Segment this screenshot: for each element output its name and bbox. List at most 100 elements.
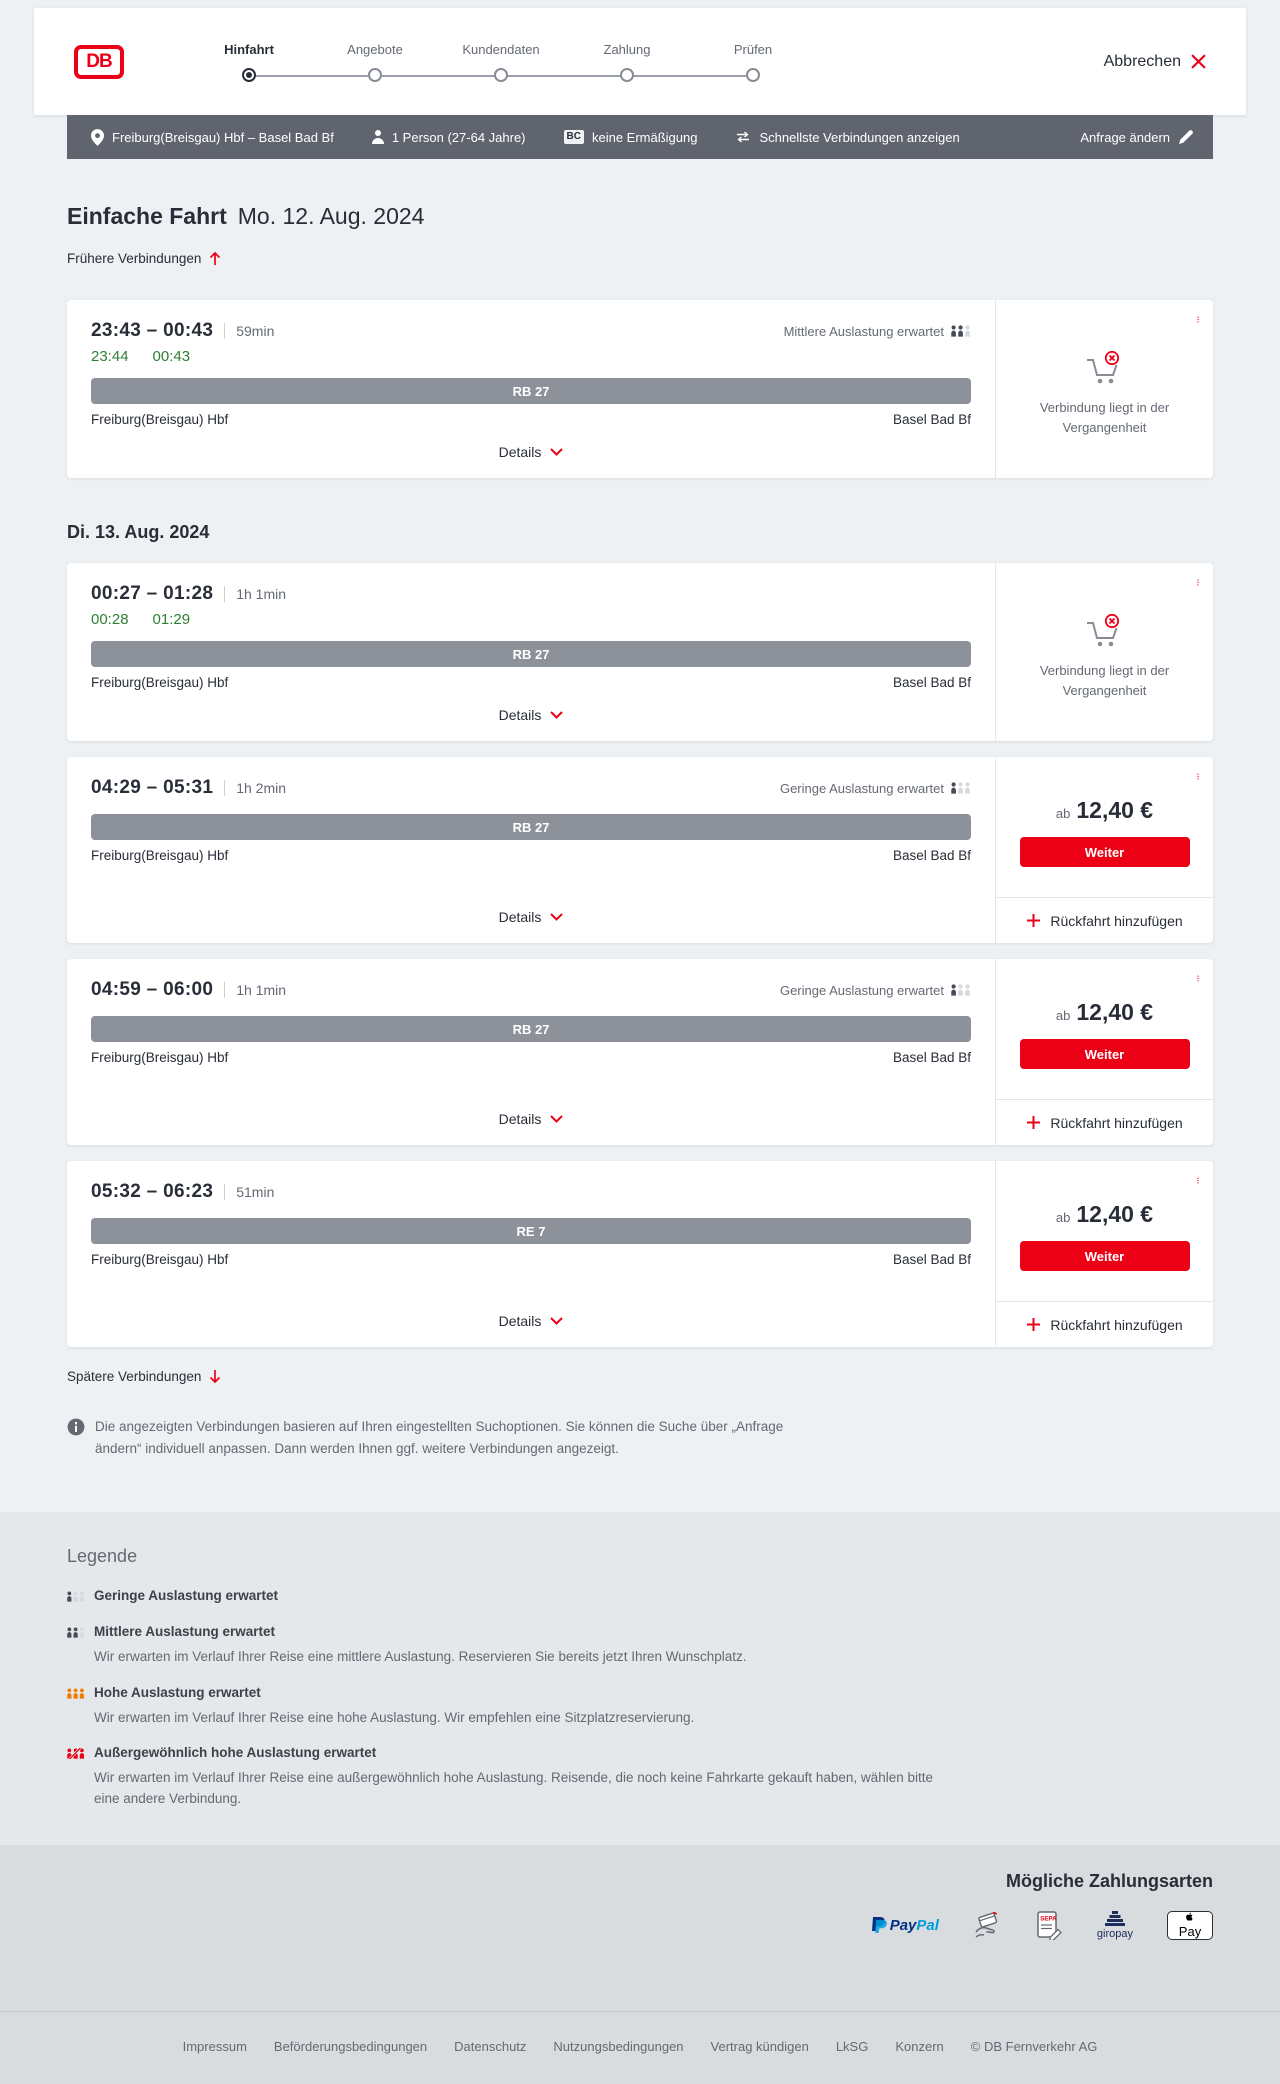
step-label: Hinfahrt xyxy=(224,41,274,57)
step-dot xyxy=(746,67,760,82)
step-zahlung[interactable]: Zahlung xyxy=(564,42,690,82)
add-return-label: Rückfahrt hinzufügen xyxy=(1050,1114,1183,1131)
connection-times: 00:27 – 01:28 xyxy=(91,583,214,604)
kebab-menu-button[interactable] xyxy=(1195,767,1201,786)
footer-link-konzern[interactable]: Konzern xyxy=(895,2039,944,2055)
connection-side-panel: ab 12,40 € Weiter Rückfahrt hinzufügen xyxy=(995,1161,1213,1347)
origin-station: Freiburg(Breisgau) Hbf xyxy=(91,848,229,863)
realtime-departure: 00:28 xyxy=(91,611,129,628)
info-icon xyxy=(67,1418,85,1436)
past-connection-note: Verbindung liegt in der Vergangenheit xyxy=(1039,400,1170,435)
connection-duration: 1h 1min xyxy=(236,982,287,998)
continue-button[interactable]: Weiter xyxy=(1019,1039,1190,1069)
details-label: Details xyxy=(498,909,542,925)
separator xyxy=(224,586,226,602)
later-connections-link[interactable]: Spätere Verbindungen xyxy=(67,1369,221,1384)
realtime-arrival: 01:29 xyxy=(152,611,191,628)
price-panel: ab 12,40 € Weiter xyxy=(996,959,1213,1099)
step-dot xyxy=(494,67,508,82)
legend-description: Wir erwarten im Verlauf Ihrer Reise eine… xyxy=(94,1649,747,1665)
connection-times: 05:32 – 06:23 xyxy=(91,1181,214,1202)
origin-station: Freiburg(Breisgau) Hbf xyxy=(91,1050,229,1065)
connection-main: 04:29 – 05:31 1h 2min Geringe Auslastung… xyxy=(67,757,995,943)
kebab-menu-button[interactable] xyxy=(1195,310,1201,329)
add-return-button[interactable]: Rückfahrt hinzufügen xyxy=(996,1099,1213,1145)
legend-item: Mittlere Auslastung erwartet Wir erwarte… xyxy=(67,1623,1213,1667)
plus-icon xyxy=(1027,1116,1041,1129)
connection-side-panel: Verbindung liegt in der Vergangenheit xyxy=(995,300,1213,478)
footer-link-datenschutz[interactable]: Datenschutz xyxy=(454,2039,527,2055)
chevron-down-icon xyxy=(550,1115,564,1123)
train-segment-bar: RE 7 xyxy=(91,1218,971,1244)
connection-side-panel: ab 12,40 € Weiter Rückfahrt hinzufügen xyxy=(995,757,1213,943)
paypal-word-2: Pal xyxy=(916,1916,939,1934)
connection-main: 05:32 – 06:23 51min RE 7 Freiburg(Breisg… xyxy=(67,1161,995,1347)
step-pruefen[interactable]: Prüfen xyxy=(690,42,816,82)
connection-side-panel: ab 12,40 € Weiter Rückfahrt hinzufügen xyxy=(995,959,1213,1145)
add-return-button[interactable]: Rückfahrt hinzufügen xyxy=(996,897,1213,943)
sort-toggle[interactable]: Schnellste Verbindungen anzeigen xyxy=(735,130,960,145)
step-kundendaten[interactable]: Kundendaten xyxy=(438,42,564,82)
earlier-connections-link[interactable]: Frühere Verbindungen xyxy=(67,251,221,266)
details-label: Details xyxy=(498,444,542,460)
add-return-label: Rückfahrt hinzufügen xyxy=(1050,912,1183,929)
step-label: Zahlung xyxy=(603,41,651,57)
add-return-button[interactable]: Rückfahrt hinzufügen xyxy=(996,1301,1213,1347)
cancel-button[interactable]: Abbrechen xyxy=(1104,53,1206,71)
edit-request-label: Anfrage ändern xyxy=(1080,129,1170,145)
train-label: RB 27 xyxy=(512,1021,550,1037)
footer-link-befoerderungsbedingungen[interactable]: Beförderungsbedingungen xyxy=(273,2039,428,2055)
route-text: Freiburg(Breisgau) Hbf – Basel Bad Bf xyxy=(112,129,334,145)
separator xyxy=(224,982,226,998)
legend-label: Geringe Auslastung erwartet xyxy=(94,1588,279,1604)
discount-text: keine Ermäßigung xyxy=(591,129,698,145)
connection-duration: 1h 1min xyxy=(236,586,287,602)
details-toggle[interactable]: Details xyxy=(499,1111,564,1131)
footer-link-vertrag-kuendigen[interactable]: Vertrag kündigen xyxy=(710,2039,809,2055)
train-label: RB 27 xyxy=(512,383,550,399)
price-panel: ab 12,40 € Weiter xyxy=(996,1161,1213,1301)
plus-icon xyxy=(1027,1318,1041,1331)
details-toggle[interactable]: Details xyxy=(499,1313,564,1333)
close-icon xyxy=(1191,54,1206,69)
wizard-header: DB Hinfahrt Angebote Kundendaten Zahlung xyxy=(34,8,1246,115)
step-hinfahrt[interactable]: Hinfahrt xyxy=(186,42,312,82)
footer-link-nutzungsbedingungen[interactable]: Nutzungsbedingungen xyxy=(553,2039,684,2055)
person-icon xyxy=(371,130,384,144)
destination-station: Basel Bad Bf xyxy=(892,1050,971,1065)
step-label: Prüfen xyxy=(733,41,773,57)
footer-link-lksg[interactable]: LkSG xyxy=(835,2039,869,2055)
past-connection-note: Verbindung liegt in der Vergangenheit xyxy=(1039,663,1170,698)
train-segment-bar: RB 27 xyxy=(91,814,971,840)
cancel-label: Abbrechen xyxy=(1103,52,1181,70)
paypal-word-1: Pay xyxy=(889,1916,917,1934)
giropay-pillar-icon xyxy=(1104,1910,1125,1926)
legend-description: Wir erwarten im Verlauf Ihrer Reise eine… xyxy=(94,1770,933,1806)
kebab-menu-button[interactable] xyxy=(1195,1171,1201,1190)
edit-request-button[interactable]: Anfrage ändern xyxy=(1080,130,1193,145)
db-logo[interactable]: DB xyxy=(74,44,124,79)
destination-station: Basel Bad Bf xyxy=(892,1252,971,1267)
info-note: Die angezeigten Verbindungen basieren au… xyxy=(67,1416,787,1459)
occupancy-high-icon xyxy=(67,1688,84,1699)
connection-duration: 51min xyxy=(236,1184,275,1200)
apple-icon xyxy=(1186,1912,1193,1921)
continue-button[interactable]: Weiter xyxy=(1019,1241,1190,1271)
connection-card: 04:29 – 05:31 1h 2min Geringe Auslastung… xyxy=(67,757,1213,943)
step-angebote[interactable]: Angebote xyxy=(312,42,438,82)
price-prefix: ab xyxy=(1055,1008,1071,1023)
legend-description: Wir erwarten im Verlauf Ihrer Reise eine… xyxy=(94,1709,695,1725)
occupancy-medium-icon xyxy=(67,1627,84,1638)
plus-icon xyxy=(1027,914,1041,927)
kebab-menu-button[interactable] xyxy=(1195,969,1201,988)
later-connections-label: Spätere Verbindungen xyxy=(67,1369,202,1384)
details-toggle[interactable]: Details xyxy=(499,444,564,464)
occupancy-label: Mittlere Auslastung erwartet xyxy=(784,324,971,339)
details-toggle[interactable]: Details xyxy=(499,707,564,727)
train-label: RB 27 xyxy=(512,819,550,835)
footer-link-impressum[interactable]: Impressum xyxy=(182,2039,247,2055)
details-toggle[interactable]: Details xyxy=(499,909,564,929)
kebab-menu-button[interactable] xyxy=(1195,573,1201,592)
continue-button[interactable]: Weiter xyxy=(1019,837,1190,867)
occupancy-low-icon xyxy=(67,1591,84,1602)
